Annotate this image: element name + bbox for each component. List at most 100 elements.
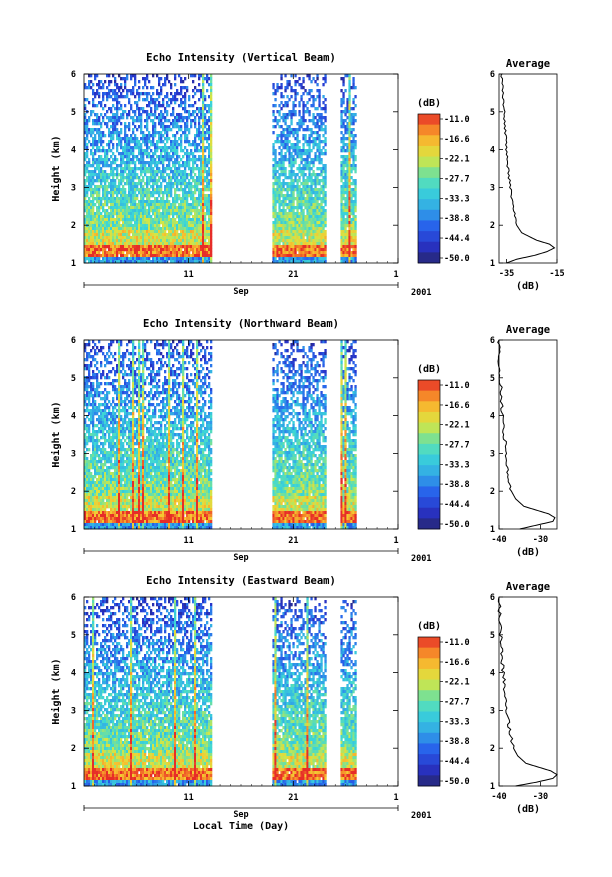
heatmap-cell (180, 104, 183, 108)
heatmap-cell (96, 206, 99, 210)
heatmap-cell (102, 191, 105, 195)
heatmap-cell (108, 131, 111, 135)
heatmap-cell (284, 197, 287, 201)
heatmap-cell (150, 170, 153, 174)
heatmap-cell (296, 194, 299, 198)
heatmap-cell (96, 185, 99, 189)
avg-y-tick-label: 6 (490, 70, 495, 80)
heatmap-cell (118, 260, 121, 264)
heatmap-cell (344, 218, 347, 222)
x-tick-label: 11 (184, 270, 194, 280)
heatmap-cell (308, 167, 311, 171)
heatmap-cell (168, 173, 171, 177)
heatmap-cell (278, 212, 281, 216)
heatmap-cell (160, 77, 163, 81)
heatmap-cell (100, 143, 103, 147)
heatmap-cell (300, 119, 303, 123)
heatmap-cell (206, 122, 209, 126)
heatmap-cell (290, 236, 293, 240)
heatmap-cell (94, 92, 97, 96)
heatmap-cell (134, 113, 137, 117)
heatmap-cell (88, 520, 91, 524)
heatmap-cell (102, 170, 105, 174)
heatmap-cell (346, 167, 349, 171)
heatmap-cell (190, 236, 193, 240)
heatmap-cell (154, 233, 157, 237)
heatmap-cell (322, 206, 325, 210)
heatmap-cell (132, 206, 135, 210)
heatmap-cell (190, 203, 193, 207)
heatmap-cell (210, 203, 213, 207)
heatmap-cell (290, 74, 293, 78)
heatmap-cell (194, 209, 197, 213)
heatmap-cell (170, 83, 173, 87)
heatmap-cell (176, 188, 179, 192)
heatmap-cell (196, 146, 199, 150)
heatmap-cell (274, 224, 277, 228)
heatmap-cell (354, 257, 357, 261)
heatmap-cell (92, 200, 95, 204)
heatmap-cell (96, 230, 99, 234)
heatmap-cell (346, 179, 349, 183)
heatmap-cell (156, 248, 159, 252)
heatmap-cell (140, 179, 143, 183)
heatmap-cell (202, 176, 205, 180)
heatmap-cell (120, 113, 123, 117)
heatmap-cell (350, 152, 353, 156)
heatmap-cell (180, 182, 183, 186)
heatmap-cell (284, 89, 287, 93)
heatmap-cell (186, 140, 189, 144)
heatmap-cell (180, 203, 183, 207)
heatmap-cell (280, 230, 283, 234)
heatmap-cell (204, 164, 207, 168)
heatmap-cell (160, 155, 163, 159)
heatmap-cell (86, 239, 89, 243)
heatmap-cell (306, 164, 309, 168)
heatmap-cell (86, 466, 89, 470)
heatmap-cell (92, 176, 95, 180)
heatmap-cell (150, 101, 153, 105)
heatmap-cell (164, 77, 167, 81)
heatmap-cell (98, 128, 101, 132)
heatmap-cell (136, 182, 139, 186)
heatmap-cell (176, 224, 179, 228)
heatmap-cell (142, 77, 145, 81)
heatmap-cell (164, 221, 167, 225)
heatmap-cell (158, 83, 161, 87)
heatmap-cell (288, 215, 291, 219)
heatmap-cell (346, 203, 349, 207)
heatmap-cell (84, 98, 87, 102)
heatmap-cell (344, 251, 347, 255)
heatmap-cell (272, 152, 275, 156)
heatmap-cell (190, 218, 193, 222)
heatmap-cell (108, 158, 111, 162)
heatmap-cell (128, 200, 131, 204)
heatmap-cell (148, 233, 151, 237)
heatmap-cell (92, 119, 95, 123)
heatmap-cell (120, 209, 123, 213)
heatmap-cell (164, 260, 167, 264)
heatmap-cell (312, 164, 315, 168)
heatmap-cell (182, 221, 185, 225)
heatmap-cell (210, 191, 213, 195)
heatmap-cell (316, 74, 319, 78)
heatmap-cell (210, 110, 213, 114)
heatmap-cell (148, 260, 151, 264)
heatmap-cell (106, 236, 109, 240)
heatmap-cell (282, 203, 285, 207)
heatmap-cell (92, 484, 95, 488)
heatmap-cell (84, 203, 87, 207)
heatmap-cell (104, 200, 107, 204)
heatmap-cell (100, 161, 103, 165)
heatmap-cell (88, 83, 91, 87)
heatmap-cell (88, 448, 91, 452)
heatmap-cell (346, 242, 349, 246)
heatmap-cell (352, 245, 355, 249)
heatmap-cell (124, 224, 127, 228)
heatmap-cell (118, 134, 121, 138)
heatmap-cell (170, 176, 173, 180)
heatmap-cell (316, 107, 319, 111)
heatmap-cell (154, 179, 157, 183)
heatmap-cell (312, 191, 315, 195)
heatmap-cell (206, 161, 209, 165)
